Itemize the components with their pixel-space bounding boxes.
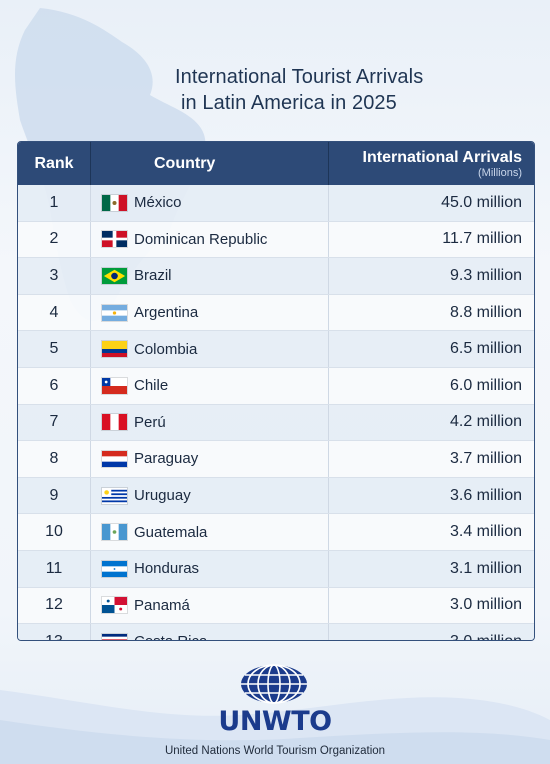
header-country: Country [91,142,329,185]
arrivals-value: 6.0 million [449,376,522,394]
arrivals-value: 11.7 million [442,230,522,248]
table-body: 1 México 45.0 million 2 Dominican Republic 11… [18,185,534,640]
country-name: Argentina [134,304,199,322]
country-cell: Argentina [91,294,329,331]
rank-cell: 2 [18,221,91,258]
uruguay-flag-icon [101,486,128,505]
table-row: 3 Brazil 9.3 million [18,258,534,295]
rank-cell: 6 [18,367,91,404]
country-name: Guatemala [134,523,208,541]
brazil-flag-icon [101,266,128,285]
country-cell: Guatemala [91,514,329,550]
country-name: Costa Rica [134,633,207,640]
table-row: 11 Honduras 3.1 million [18,550,534,588]
chile-flag-icon [101,376,128,395]
table-row: 6 Chile 6.0 million [18,367,534,405]
country-cell: Uruguay [91,477,329,514]
rank-cell: 7 [18,404,91,441]
country-name: Brazil [134,267,172,285]
arrivals-value: 8.8 million [449,303,522,321]
arrivals-value: 6.5 million [449,340,522,358]
table-row: 2 Dominican Republic 11.7 million [18,221,534,259]
logo-wordmark: UNWTO [218,706,332,737]
rank-cell: 3 [18,258,91,294]
rank-cell: 13 [18,624,91,640]
rank-cell: 11 [18,550,91,587]
arrivals-value: 3.6 million [449,486,522,504]
header-arrivals-label: International Arrivals [362,148,522,166]
rank-cell: 1 [18,185,91,221]
dominican-republic-flag-icon [101,230,128,249]
arrivals-value: 3.0 million [449,596,522,614]
country-cell: Paraguay [91,441,329,477]
table-row: 9 Uruguay 3.6 million [18,477,534,515]
arrivals-value: 9.3 million [449,266,522,284]
arrivals-table: Rank Country International Arrivals (Mil… [17,141,535,641]
table-row: 13 Costa Rica 3.0 million [18,624,534,640]
arrivals-value: 45.0 million [441,193,522,211]
table-row: 1 México 45.0 million [18,185,534,222]
country-name: Honduras [134,560,200,578]
arrivals-value: 4.2 million [449,413,522,431]
country-name: México [134,194,182,212]
arrivals-value: 3.1 million [449,559,522,577]
rank-cell: 4 [18,294,91,331]
country-name: Perú [134,413,166,431]
country-cell: Colombia [91,331,329,367]
country-cell: Panamá [91,587,329,624]
arrivals-value: 3.0 million [329,633,534,640]
mexico-flag-icon [101,193,128,212]
rank-cell: 5 [18,331,91,367]
rank-cell: 12 [18,587,91,624]
table-row: 10 Guatemala 3.4 million [18,514,534,551]
title-line-1: International Tourist Arrivals [175,66,424,88]
country-cell: Chile [91,367,329,404]
country-name: Colombia [134,340,198,358]
country-cell: Brazil [91,258,329,294]
table-row: 7 Perú 4.2 million [18,404,534,442]
header-arrivals: International Arrivals (Millions) [329,142,534,185]
table-row: 5 Colombia 6.5 million [18,331,534,368]
country-cell: Honduras [91,550,329,587]
arrivals-value: 3.7 million [449,449,522,467]
country-name: Paraguay [134,450,199,468]
country-cell: Perú [91,404,329,441]
rank-cell: 8 [18,441,91,477]
costa-rica-flag-icon [101,632,128,640]
country-cell: Dominican Republic [91,221,329,258]
panama-flag-icon [101,596,128,615]
rank-cell: 9 [18,477,91,514]
table-row: 4 Argentina 8.8 million [18,294,534,332]
title-line-2: in Latin America in 2025 [181,92,397,114]
header-rank: Rank [18,142,91,185]
colombia-flag-icon [101,340,128,359]
country-name: Uruguay [134,487,191,505]
rank-cell: 10 [18,514,91,550]
page-title: International Tourist Arrivals in Latin … [175,64,535,116]
logo-subtitle: United Nations World Tourism Organizatio… [164,745,386,757]
country-name: Chile [134,377,169,395]
country-cell: Costa Rica [91,624,329,640]
argentina-flag-icon [101,303,128,322]
honduras-flag-icon [101,559,128,578]
paraguay-flag-icon [101,449,128,468]
peru-flag-icon [101,413,128,432]
table-row: 8 Paraguay 3.7 million [18,441,534,478]
guatemala-flag-icon [101,523,128,542]
un-globe-icon [241,664,307,704]
table-row: 12 Panamá 3.0 million [18,587,534,625]
header-arrivals-unit: (Millions) [478,166,522,179]
country-name: Dominican Republic [134,230,268,248]
country-name: Panamá [134,596,190,614]
country-cell: México [91,185,329,221]
arrivals-value: 3.4 million [449,523,522,541]
table-header: Rank Country International Arrivals (Mil… [18,142,534,185]
